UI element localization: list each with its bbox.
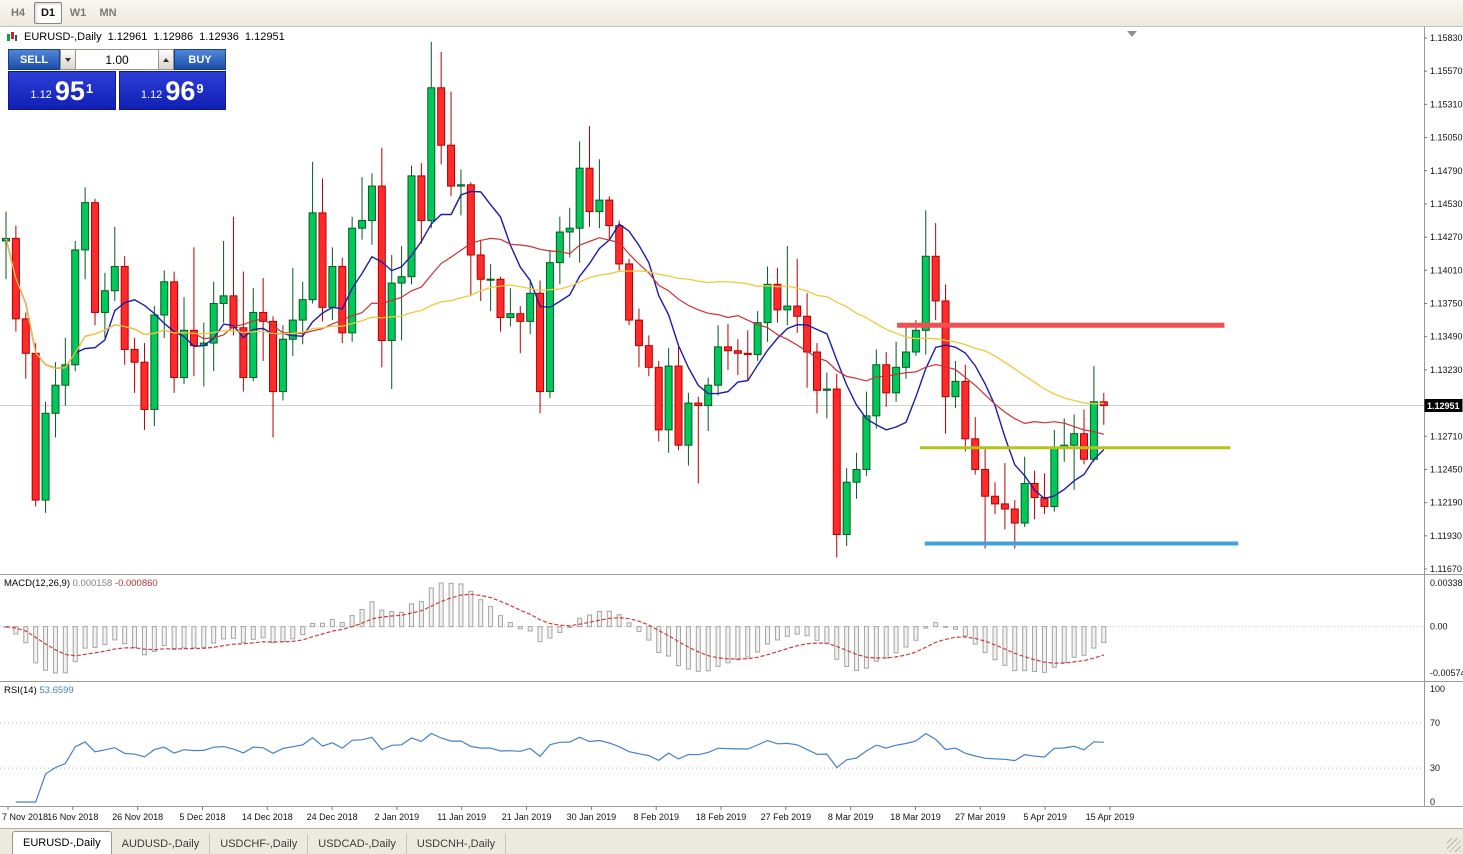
timeframe-button-w1[interactable]: W1 — [69, 7, 87, 19]
rsi-label: RSI(14) 53.6599 — [4, 685, 74, 696]
svg-text:100: 100 — [1430, 684, 1445, 694]
svg-text:1.14530: 1.14530 — [1430, 199, 1463, 209]
chart-tab-eurusd[interactable]: EURUSD-,Daily — [12, 831, 112, 854]
svg-text:1.11670: 1.11670 — [1430, 564, 1462, 574]
date-axis[interactable]: 7 Nov 2018 16 Nov 2018 26 Nov 2018 5 Dec 20… — [2, 806, 1134, 822]
macd-signal-line — [5, 593, 1104, 664]
ohlc-values: 1.12961 1.12986 1.12936 1.12951 — [108, 31, 285, 43]
svg-text:1.12450: 1.12450 — [1430, 464, 1463, 474]
svg-text:1.13490: 1.13490 — [1430, 332, 1463, 342]
svg-text:8 Mar 2019: 8 Mar 2019 — [828, 812, 874, 822]
svg-text:1.14010: 1.14010 — [1430, 265, 1463, 275]
svg-text:5 Apr 2019: 5 Apr 2019 — [1023, 812, 1067, 822]
svg-text:27 Mar 2019: 27 Mar 2019 — [955, 812, 1006, 822]
svg-text:30 Jan 2019: 30 Jan 2019 — [567, 812, 617, 822]
svg-text:1.15310: 1.15310 — [1430, 99, 1463, 109]
volume-decrease-button[interactable] — [60, 49, 76, 70]
macd-pane[interactable]: MACD(12,26,9) 0.000158 -0.000860 — [0, 578, 1424, 674]
sell-button[interactable]: SELL — [8, 49, 60, 70]
buy-price-tile[interactable]: 1.12 96 9 — [118, 71, 226, 110]
triangle-down-icon — [65, 57, 71, 62]
svg-text:2 Jan 2019: 2 Jan 2019 — [375, 812, 420, 822]
high-value: 1.12986 — [153, 31, 194, 43]
svg-text:0.00: 0.00 — [1430, 622, 1448, 632]
svg-text:21 Jan 2019: 21 Jan 2019 — [502, 812, 552, 822]
sell-price-pips: 95 — [54, 76, 85, 106]
svg-text:14 Dec 2018: 14 Dec 2018 — [242, 812, 293, 822]
svg-text:1.12190: 1.12190 — [1430, 498, 1463, 508]
price-axis[interactable]: 1.15830 1.15570 1.15310 1.15050 1.14790 1.145… — [1424, 27, 1463, 807]
volume-increase-button[interactable] — [158, 49, 174, 70]
timeframe-button-d1[interactable]: D1 — [34, 2, 62, 24]
main-price-pane[interactable] — [0, 31, 1424, 558]
timeframe-toolbar: H4 D1 W1 MN — [0, 0, 1463, 27]
chart-canvas[interactable]: MACD(12,26,9) 0.000158 -0.000860 RSI(14) … — [0, 27, 1463, 828]
buy-price-pips: 96 — [165, 76, 196, 106]
chart-header: EURUSD-,Daily 1.12961 1.12986 1.12936 1.… — [6, 31, 285, 43]
svg-text:-0.00574: -0.00574 — [1430, 668, 1463, 678]
chart-tabs-bar: EURUSD-,Daily AUDUSD-,Daily USDCHF-,Daily U… — [0, 828, 1463, 854]
svg-text:1.15050: 1.15050 — [1430, 133, 1463, 143]
svg-text:15 Apr 2019: 15 Apr 2019 — [1086, 812, 1135, 822]
svg-text:27 Feb 2019: 27 Feb 2019 — [761, 812, 812, 822]
rsi-pane[interactable]: RSI(14) 53.6599 — [0, 685, 1424, 803]
chart-icon — [7, 32, 17, 41]
svg-text:1.13750: 1.13750 — [1430, 299, 1463, 309]
svg-text:26 Nov 2018: 26 Nov 2018 — [112, 812, 163, 822]
chart-window: MACD(12,26,9) 0.000158 -0.000860 RSI(14) … — [0, 27, 1463, 828]
ma-line-8 — [5, 190, 1105, 500]
chart-symbol-label: EURUSD-,Daily — [24, 31, 102, 43]
low-value: 1.12936 — [199, 31, 239, 43]
macd-histogram — [3, 582, 1107, 674]
chart-tab-usdcnh[interactable]: USDCNH-,Daily — [407, 834, 507, 854]
svg-text:24 Dec 2018: 24 Dec 2018 — [307, 812, 358, 822]
rsi-line — [15, 732, 1104, 803]
triangle-up-icon — [163, 57, 169, 62]
resize-grip[interactable] — [1447, 838, 1461, 852]
sell-price-pipette: 1 — [85, 81, 94, 96]
chart-tab-audusd[interactable]: AUDUSD-,Daily — [112, 834, 211, 854]
svg-text:1.12710: 1.12710 — [1430, 431, 1463, 441]
ma-line-45 — [5, 238, 1104, 405]
svg-text:11 Jan 2019: 11 Jan 2019 — [437, 812, 486, 822]
svg-text:1.13230: 1.13230 — [1430, 365, 1463, 375]
buy-price-pipette: 9 — [196, 81, 204, 96]
svg-text:0: 0 — [1430, 797, 1435, 807]
svg-text:7 Nov 2018: 7 Nov 2018 — [2, 812, 48, 822]
chart-tab-usdchf[interactable]: USDCHF-,Daily — [210, 834, 309, 854]
svg-text:1.14270: 1.14270 — [1430, 232, 1463, 242]
timeframe-button-mn[interactable]: MN — [99, 7, 117, 19]
macd-label: MACD(12,26,9) 0.000158 -0.000860 — [4, 578, 158, 589]
candlestick-series — [2, 41, 1108, 558]
svg-text:30: 30 — [1430, 763, 1440, 773]
svg-text:5 Dec 2018: 5 Dec 2018 — [179, 812, 225, 822]
svg-text:1.15830: 1.15830 — [1430, 33, 1463, 43]
timeframe-button-h4[interactable]: H4 — [10, 7, 26, 19]
svg-text:1.11930: 1.11930 — [1430, 531, 1462, 541]
svg-text:0.003386: 0.003386 — [1430, 578, 1463, 588]
buy-button[interactable]: BUY — [174, 49, 226, 70]
buy-price-prefix: 1.12 — [140, 89, 163, 101]
volume-input[interactable] — [76, 49, 158, 70]
open-value: 1.12961 — [107, 31, 148, 43]
svg-text:16 Nov 2018: 16 Nov 2018 — [47, 812, 98, 822]
sell-price-tile[interactable]: 1.12 95 1 — [8, 71, 116, 110]
svg-text:70: 70 — [1430, 718, 1440, 728]
one-click-trading-panel: SELL BUY 1.12 95 1 1.12 96 9 — [8, 49, 226, 110]
svg-text:18 Feb 2019: 18 Feb 2019 — [696, 812, 747, 822]
sell-price-prefix: 1.12 — [30, 89, 52, 101]
chart-tab-usdcad[interactable]: USDCAD-,Daily — [308, 834, 407, 854]
svg-text:1.14790: 1.14790 — [1430, 166, 1463, 176]
svg-text:1.15570: 1.15570 — [1430, 66, 1463, 76]
svg-text:8 Feb 2019: 8 Feb 2019 — [633, 812, 679, 822]
svg-text:1.12951: 1.12951 — [1427, 401, 1460, 411]
close-value: 1.12951 — [244, 31, 285, 43]
chart-shift-marker[interactable] — [1127, 31, 1137, 37]
svg-text:18 Mar 2019: 18 Mar 2019 — [890, 812, 941, 822]
